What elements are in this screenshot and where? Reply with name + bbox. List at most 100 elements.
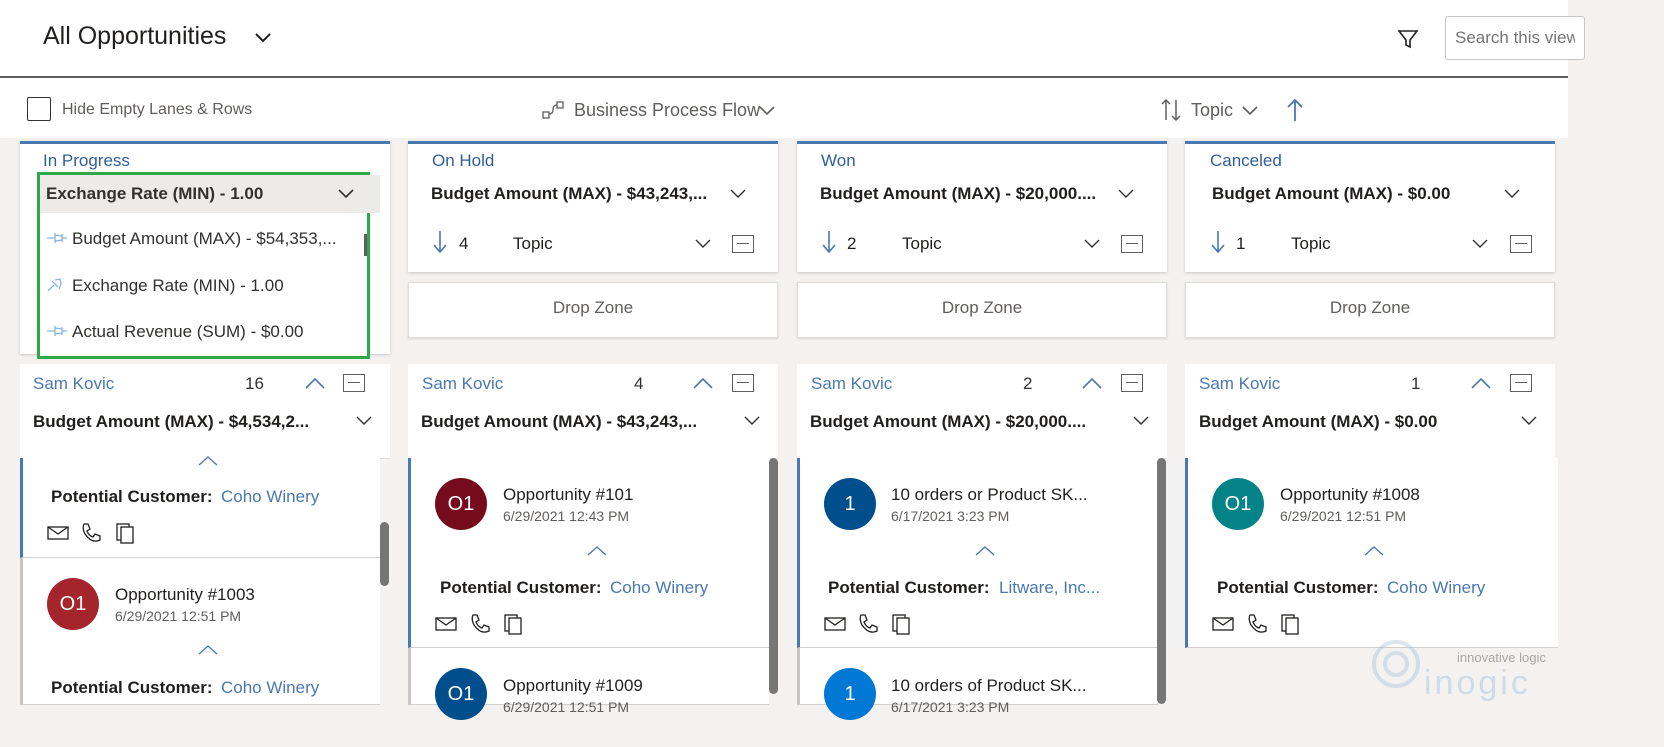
sort-chevron-icon[interactable]: [1241, 103, 1259, 117]
chevron-down-icon[interactable]: [1503, 186, 1521, 200]
minimize-icon[interactable]: [1121, 374, 1143, 392]
lane-scrollbar[interactable]: [769, 458, 778, 694]
lane-header: [408, 141, 778, 272]
dropdown-option[interactable]: Budget Amount (MAX) - $54,353,...: [44, 226, 366, 252]
group-aggregate[interactable]: Budget Amount (MAX) - $0.00: [1199, 412, 1438, 431]
lane-sort-field[interactable]: Topic: [902, 234, 942, 253]
minimize-icon[interactable]: [1510, 235, 1532, 253]
sort-down-arrow-icon[interactable]: [432, 229, 448, 255]
phone-icon[interactable]: [80, 522, 102, 544]
watermark-tagline: innovative logic: [1457, 650, 1546, 665]
card-title-link[interactable]: 10 orders of Product SK...: [891, 676, 1087, 695]
hide-empty-label: Hide Empty Lanes & Rows: [62, 101, 253, 118]
minimize-icon[interactable]: [343, 374, 365, 392]
chevron-down-icon[interactable]: [1083, 236, 1101, 250]
lane-sort-field[interactable]: Topic: [513, 234, 553, 253]
card-title-link[interactable]: Opportunity #1003: [115, 585, 255, 604]
watermark-logo-icon: [1368, 636, 1424, 692]
task-icon[interactable]: [1280, 613, 1300, 635]
view-selector-chevron-icon[interactable]: [254, 30, 272, 44]
view-title[interactable]: All Opportunities: [43, 22, 227, 50]
dropdown-scrollbar[interactable]: [364, 234, 367, 256]
dropdown-option-label: Actual Revenue (SUM) - $0.00: [72, 322, 304, 341]
email-icon[interactable]: [1212, 616, 1234, 632]
card-title-link[interactable]: Opportunity #1009: [503, 676, 643, 695]
card-title-link[interactable]: Opportunity #1008: [1280, 485, 1420, 504]
card-customer-link[interactable]: Coho Winery: [221, 678, 320, 697]
email-icon[interactable]: [47, 525, 69, 541]
phone-icon[interactable]: [469, 613, 491, 635]
group-aggregate[interactable]: Budget Amount (MAX) - $43,243,...: [421, 412, 698, 431]
group-owner-link[interactable]: Sam Kovic: [33, 374, 115, 393]
sort-down-arrow-icon[interactable]: [1210, 229, 1226, 255]
drop-zone[interactable]: Drop Zone: [1185, 282, 1555, 338]
card-title-link[interactable]: Opportunity #101: [503, 485, 634, 504]
card-expand-up-icon[interactable]: [197, 644, 219, 656]
sort-field-dropdown[interactable]: Topic: [1191, 100, 1234, 120]
card-customer-link[interactable]: Coho Winery: [1387, 578, 1486, 597]
group-count: 1: [1411, 374, 1421, 393]
collapse-up-icon[interactable]: [692, 376, 714, 390]
group-aggregate[interactable]: Budget Amount (MAX) - $20,000....: [810, 412, 1087, 431]
card-customer-link[interactable]: Coho Winery: [610, 578, 709, 597]
lane-scrollbar[interactable]: [1157, 458, 1166, 704]
dropdown-option[interactable]: Exchange Rate (MIN) - 1.00: [44, 273, 366, 299]
chevron-down-icon[interactable]: [1520, 413, 1538, 427]
drop-zone[interactable]: Drop Zone: [797, 282, 1167, 338]
minimize-icon[interactable]: [1121, 235, 1143, 253]
chevron-down-icon[interactable]: [694, 236, 712, 250]
card-date: 6/29/2021 12:51 PM: [115, 608, 242, 624]
lane-header: [797, 141, 1167, 272]
card-expand-up-icon[interactable]: [974, 545, 996, 557]
group-aggregate[interactable]: Budget Amount (MAX) - $4,534,2...: [33, 412, 310, 431]
sort-direction-up-icon[interactable]: [1285, 97, 1305, 123]
minimize-icon[interactable]: [1510, 374, 1532, 392]
collapse-up-icon[interactable]: [1081, 376, 1103, 390]
pin-icon: [46, 231, 68, 245]
group-owner-link[interactable]: Sam Kovic: [811, 374, 893, 393]
email-icon[interactable]: [435, 616, 457, 632]
collapse-up-icon[interactable]: [304, 376, 326, 390]
bpf-dropdown[interactable]: Business Process Flow: [574, 100, 761, 120]
task-icon[interactable]: [115, 522, 135, 544]
filter-icon[interactable]: [1397, 28, 1419, 50]
bpf-chevron-icon[interactable]: [758, 103, 776, 117]
hide-empty-checkbox[interactable]: [27, 97, 51, 121]
aggregate-dropdown[interactable]: Budget Amount (MAX) - $20,000....: [820, 184, 1097, 203]
task-icon[interactable]: [891, 613, 911, 635]
group-owner-link[interactable]: Sam Kovic: [422, 374, 504, 393]
chevron-down-icon[interactable]: [1117, 186, 1135, 200]
card-field-label: Potential Customer:: [1217, 578, 1379, 597]
collapse-up-icon[interactable]: [1470, 376, 1492, 390]
chevron-down-icon[interactable]: [355, 413, 373, 427]
card-expand-up-icon[interactable]: [586, 545, 608, 557]
drop-zone[interactable]: Drop Zone: [408, 282, 778, 338]
card[interactable]: [20, 458, 380, 558]
chevron-down-icon[interactable]: [337, 186, 355, 200]
search-input[interactable]: [1445, 16, 1585, 60]
card-expand-up-icon[interactable]: [1363, 545, 1385, 557]
chevron-down-icon[interactable]: [1132, 413, 1150, 427]
chevron-down-icon[interactable]: [1471, 236, 1489, 250]
email-icon[interactable]: [824, 616, 846, 632]
card-expand-up-icon[interactable]: [197, 455, 219, 467]
card-customer-link[interactable]: Coho Winery: [221, 487, 320, 506]
lane-scrollbar[interactable]: [380, 522, 389, 586]
chevron-down-icon[interactable]: [729, 186, 747, 200]
group-owner-link[interactable]: Sam Kovic: [1199, 374, 1281, 393]
minimize-icon[interactable]: [732, 235, 754, 253]
aggregate-dropdown[interactable]: Budget Amount (MAX) - $43,243,...: [431, 184, 708, 203]
phone-icon[interactable]: [857, 613, 879, 635]
aggregate-dropdown[interactable]: Budget Amount (MAX) - $0.00: [1212, 184, 1451, 203]
phone-icon[interactable]: [1246, 613, 1268, 635]
card-title-link[interactable]: 10 orders or Product SK...: [891, 485, 1088, 504]
group-header: [20, 364, 390, 459]
lane-sort-field[interactable]: Topic: [1291, 234, 1331, 253]
sort-down-arrow-icon[interactable]: [821, 229, 837, 255]
task-icon[interactable]: [503, 613, 523, 635]
chevron-down-icon[interactable]: [743, 413, 761, 427]
aggregate-dropdown-selected[interactable]: [40, 175, 380, 213]
card-customer-link[interactable]: Litware, Inc...: [999, 578, 1101, 597]
dropdown-option[interactable]: Actual Revenue (SUM) - $0.00: [44, 319, 366, 345]
minimize-icon[interactable]: [732, 374, 754, 392]
